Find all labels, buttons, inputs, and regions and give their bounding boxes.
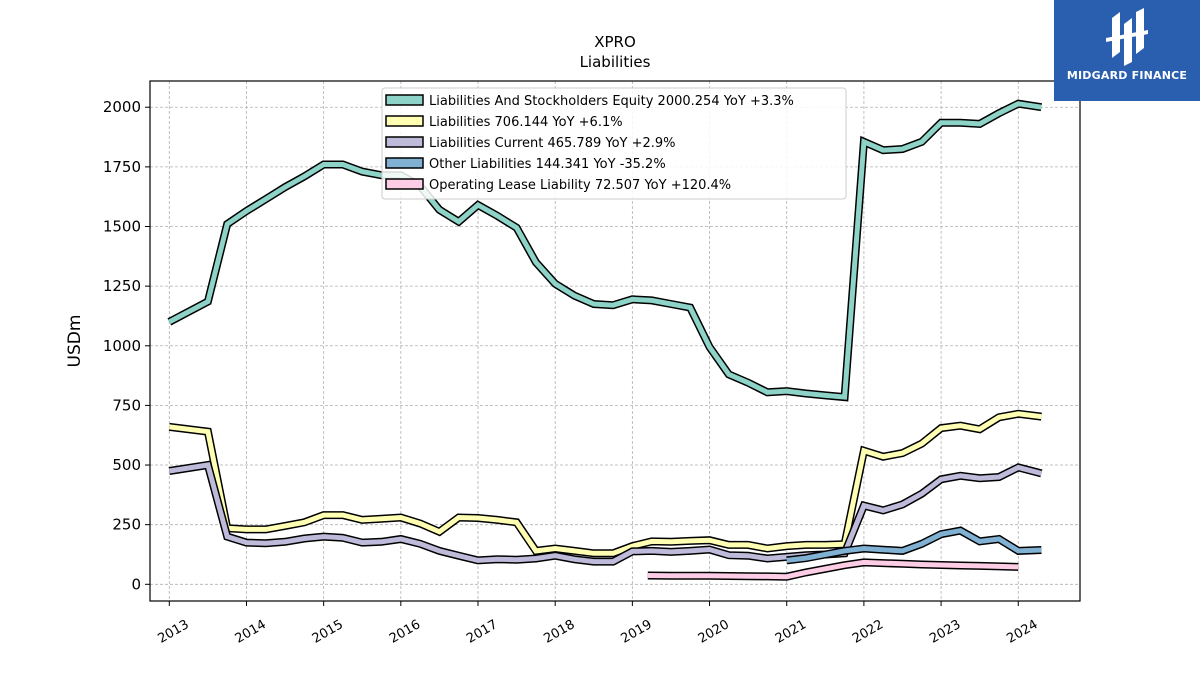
legend-label: Liabilities 706.144 YoY +6.1% bbox=[429, 115, 623, 130]
series-outline bbox=[168, 409, 1042, 558]
legend-swatch bbox=[385, 136, 424, 148]
legend-label: Liabilities And Stockholders Equity 2000… bbox=[429, 94, 794, 109]
x-tick-label: 2019 bbox=[619, 617, 655, 647]
series-stroke bbox=[786, 527, 1042, 563]
legend-swatch bbox=[385, 157, 424, 169]
x-axis-ticks: 2013 2014 2015 2016 2017 2018 2019 2020 2021 2022… bbox=[155, 601, 1041, 647]
x-tick-label: 2022 bbox=[850, 617, 886, 647]
y-tick-label: 1000 bbox=[103, 337, 141, 355]
x-tick-label: 2013 bbox=[155, 617, 191, 647]
x-tick-label: 2014 bbox=[233, 617, 269, 647]
y-tick-label: 1750 bbox=[103, 158, 141, 176]
legend-label: Operating Lease Liability 72.507 YoY +12… bbox=[429, 178, 731, 193]
y-tick-label: 500 bbox=[112, 456, 141, 474]
y-axis-ticks: 0 250 500 750 1000 1250 1500 1750 2000 bbox=[103, 98, 150, 593]
y-tick-label: 250 bbox=[112, 516, 141, 534]
legend-swatch bbox=[385, 178, 424, 190]
midgard-finance-logo: MIDGARD FINANCE bbox=[1054, 0, 1200, 101]
logo-mark-icon bbox=[1106, 8, 1148, 66]
series-stroke bbox=[168, 101, 1042, 400]
x-tick-label: 2020 bbox=[696, 617, 732, 647]
legend-label: Other Liabilities 144.341 YoY -35.2% bbox=[429, 157, 666, 172]
x-tick-label: 2016 bbox=[387, 617, 423, 647]
x-tick-label: 2018 bbox=[541, 617, 577, 647]
y-tick-label: 2000 bbox=[103, 98, 141, 116]
series-line-3 bbox=[168, 460, 1043, 566]
legend-swatch bbox=[385, 115, 424, 127]
y-tick-label: 0 bbox=[131, 575, 141, 593]
y-tick-label: 750 bbox=[112, 396, 141, 414]
y-axis-label: USDm bbox=[65, 315, 85, 368]
series-line-4 bbox=[786, 526, 1042, 565]
x-tick-label: 2017 bbox=[464, 617, 500, 647]
series-layer bbox=[167, 99, 1043, 581]
chart-subtitle: Liabilities bbox=[580, 53, 651, 71]
series-line-2 bbox=[168, 409, 1042, 558]
logo-text: MIDGARD FINANCE bbox=[1066, 69, 1188, 82]
series-stroke bbox=[647, 559, 1019, 580]
x-tick-label: 2024 bbox=[1004, 617, 1040, 647]
series-stroke bbox=[168, 462, 1043, 565]
y-tick-label: 1500 bbox=[103, 218, 141, 236]
legend-swatch bbox=[385, 94, 424, 106]
y-tick-label: 1250 bbox=[103, 277, 141, 295]
x-tick-label: 2015 bbox=[310, 617, 346, 647]
series-line-5 bbox=[647, 558, 1019, 581]
x-tick-label: 2023 bbox=[927, 617, 963, 647]
axes-frame bbox=[149, 80, 1081, 602]
chart-title: XPRO bbox=[594, 33, 636, 51]
legend-label: Liabilities Current 465.789 YoY +2.9% bbox=[429, 136, 676, 151]
legend-box bbox=[381, 87, 847, 200]
series-line-1 bbox=[167, 99, 1042, 402]
x-tick-label: 2021 bbox=[773, 617, 809, 647]
legend: Liabilities And Stockholders Equity 2000… bbox=[381, 87, 847, 200]
series-stroke bbox=[168, 411, 1042, 556]
